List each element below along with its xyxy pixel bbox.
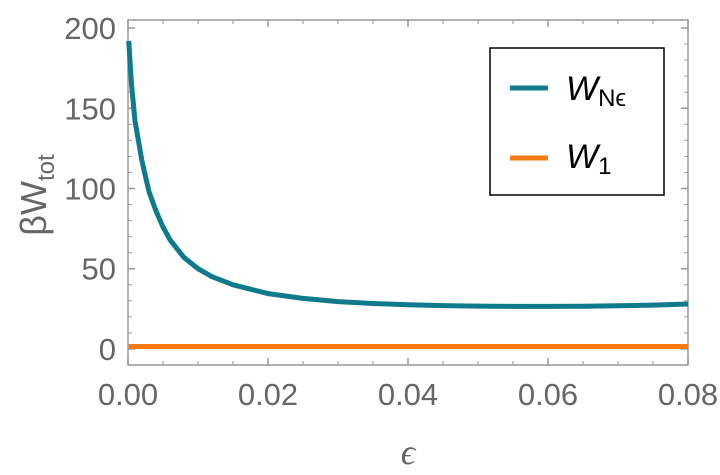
series-line-1 [126,40,689,309]
legend: WNϵ W1 [489,47,665,196]
x-tick-label: 0.00 [98,377,158,412]
y-tick-label: 100 [64,171,116,206]
legend-label-series-2-base: W [566,138,601,176]
x-tick-label: 0.08 [658,377,718,412]
x-tick-label: 0.02 [238,377,298,412]
y-tick-label: 200 [64,11,116,46]
series-layer [126,40,689,349]
y-axis-label-base: βW [13,181,54,236]
x-axis-ticks: 0.00 0.02 0.04 0.06 0.08 [98,20,718,412]
legend-label-series-1: WNϵ [566,70,626,112]
y-tick-label: 0 [99,332,116,367]
x-axis-label: ϵ [401,432,417,472]
x-tick-label: 0.06 [518,377,578,412]
y-axis-label-sub: tot [33,154,60,181]
legend-label-series-1-base: W [566,70,601,108]
legend-label-series-1-sub: Nϵ [598,85,626,112]
legend-label-series-2-sub: 1 [598,153,611,180]
legend-label-series-2: W1 [566,138,611,180]
y-axis-label: βWtot [13,154,60,236]
y-tick-label: 50 [82,252,116,287]
y-axis-ticks: 0 50 100 150 200 [64,11,688,367]
y-tick-label: 150 [64,91,116,126]
legend-box [489,47,665,196]
x-tick-label: 0.04 [378,377,438,412]
